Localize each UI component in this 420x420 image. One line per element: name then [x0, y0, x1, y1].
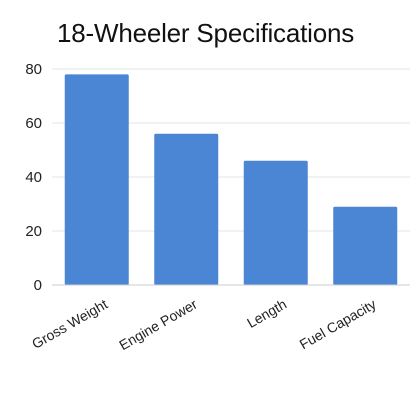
y-tick-label: 20: [25, 223, 42, 240]
y-tick-label: 40: [25, 169, 42, 186]
x-tick-label: Engine Power: [116, 296, 200, 354]
y-tick-label: 80: [25, 61, 42, 78]
x-tick-label: Fuel Capacity: [297, 296, 379, 353]
x-tick-label: Gross Weight: [29, 296, 110, 352]
bar: [64, 74, 129, 286]
y-tick-label: 60: [25, 115, 42, 132]
bar: [333, 206, 398, 285]
x-tick-label: Length: [244, 296, 289, 331]
bar: [154, 133, 219, 285]
bars: [64, 74, 398, 286]
chart-title: 18-Wheeler Specifications: [57, 18, 355, 48]
bar: [243, 160, 308, 285]
y-tick-label: 0: [34, 277, 42, 294]
